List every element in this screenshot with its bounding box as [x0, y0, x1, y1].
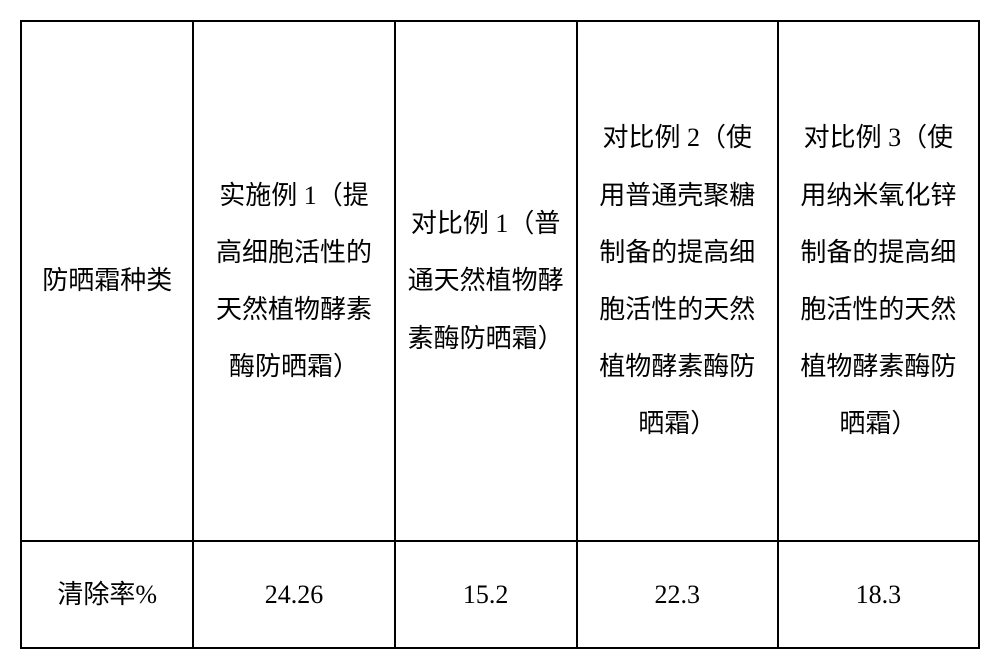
sunscreen-comparison-table: 防晒霜种类 实施例 1（提高细胞活性的天然植物酵素酶防晒霜） 对比例 1（普通天… [20, 20, 980, 649]
table-container: 防晒霜种类 实施例 1（提高细胞活性的天然植物酵素酶防晒霜） 对比例 1（普通天… [20, 20, 980, 649]
header-cell-2: 对比例 1（普通天然植物酵素酶防晒霜） [395, 21, 577, 541]
header-cell-0: 防晒霜种类 [21, 21, 193, 541]
header-cell-1: 实施例 1（提高细胞活性的天然植物酵素酶防晒霜） [193, 21, 394, 541]
table-header-row: 防晒霜种类 实施例 1（提高细胞活性的天然植物酵素酶防晒霜） 对比例 1（普通天… [21, 21, 979, 541]
header-cell-3: 对比例 2（使用普通壳聚糖制备的提高细胞活性的天然植物酵素酶防晒霜） [577, 21, 778, 541]
data-value-cell-3: 18.3 [778, 541, 979, 648]
data-label-cell: 清除率% [21, 541, 193, 648]
data-value-cell-1: 15.2 [395, 541, 577, 648]
data-value-cell-2: 22.3 [577, 541, 778, 648]
table-data-row: 清除率% 24.26 15.2 22.3 18.3 [21, 541, 979, 648]
header-cell-4: 对比例 3（使用纳米氧化锌制备的提高细胞活性的天然植物酵素酶防晒霜） [778, 21, 979, 541]
data-value-cell-0: 24.26 [193, 541, 394, 648]
